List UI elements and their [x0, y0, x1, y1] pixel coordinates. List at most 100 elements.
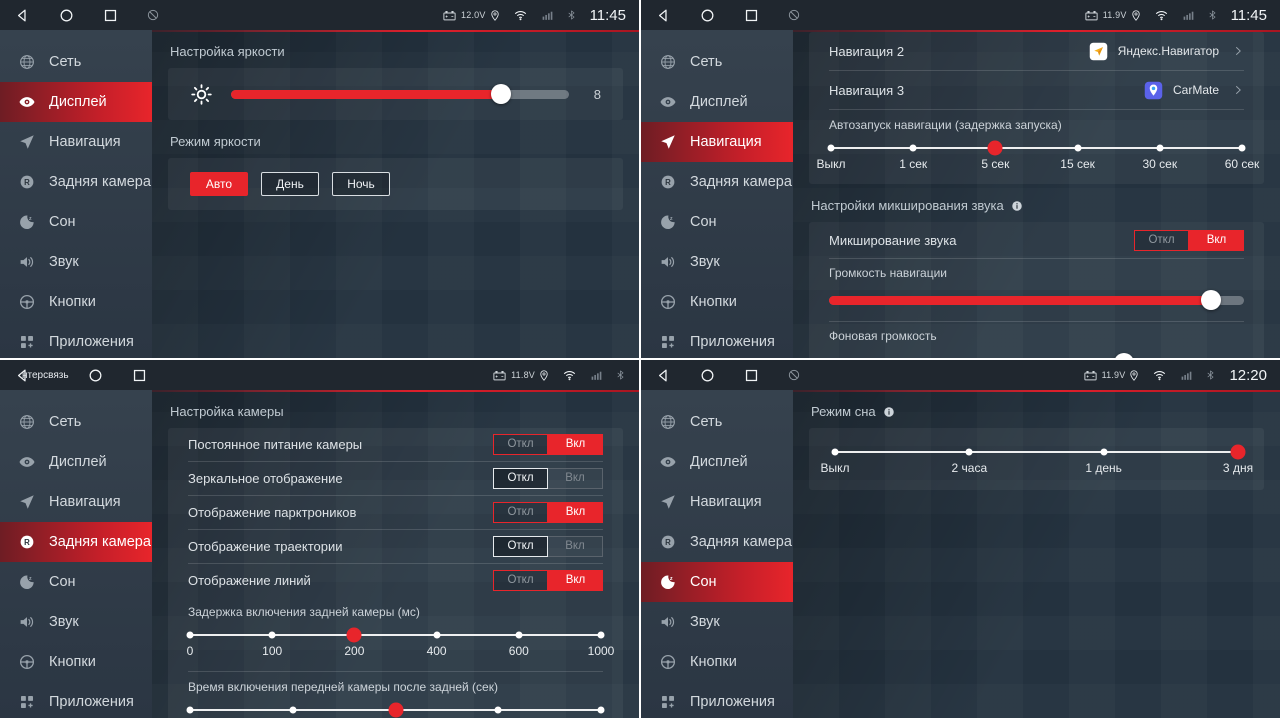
autostart-delay-slider[interactable]: Выкл 1 сек 5 сек 15 сек 30 сек 60 сек — [809, 134, 1264, 184]
camera-delay-slider[interactable]: 0 100 200 400 600 1000 — [168, 621, 623, 671]
recents-button[interactable] — [743, 7, 760, 24]
sidebar-item-rear-camera[interactable]: Задняя камера — [641, 162, 793, 202]
slider-stop[interactable] — [433, 631, 441, 639]
sidebar-item-apps[interactable]: Приложения — [0, 682, 152, 718]
home-button[interactable] — [87, 367, 104, 384]
sidebar-item-display[interactable]: Дисплей — [0, 82, 152, 122]
slider-stop[interactable] — [268, 631, 276, 639]
slider-stop[interactable] — [827, 144, 835, 152]
slider-stop[interactable] — [597, 706, 605, 714]
sidebar-item-label: Задняя камера — [690, 534, 792, 550]
slider-stop[interactable] — [289, 706, 297, 714]
recents-button[interactable] — [743, 367, 760, 384]
toggle-off-label[interactable]: Откл — [1134, 229, 1189, 251]
mixing-toggle[interactable]: Откл Вкл — [1134, 229, 1244, 251]
sidebar-item-apps[interactable]: Приложения — [0, 322, 152, 358]
sleep-mode-slider[interactable]: Выкл 2 часа 1 день 3 дня — [820, 438, 1253, 488]
sidebar-item-network[interactable]: Сеть — [641, 42, 793, 82]
mode-day-button[interactable]: День — [261, 172, 319, 196]
sidebar-item-sleep[interactable]: Сон — [641, 562, 793, 602]
mode-night-button[interactable]: Ночь — [332, 172, 390, 196]
slider-stop[interactable] — [186, 706, 194, 714]
background-volume-slider[interactable] — [829, 353, 1244, 358]
parktronic-toggle[interactable]: Откл Вкл — [493, 502, 603, 523]
toggle-off-label[interactable]: Откл — [493, 536, 548, 557]
slider-stop-active[interactable] — [346, 627, 362, 643]
slider-stop[interactable] — [1074, 144, 1082, 152]
mirror-toggle[interactable]: Откл Вкл — [493, 468, 603, 489]
slider-stop-active[interactable] — [388, 702, 403, 718]
toggle-on-label[interactable]: Вкл — [548, 502, 603, 523]
sidebar-item-sound[interactable]: Звук — [0, 602, 152, 642]
sidebar-item-sound[interactable]: Звук — [0, 242, 152, 282]
sidebar-item-rear-camera[interactable]: Задняя камера — [0, 522, 152, 562]
recents-button[interactable] — [102, 7, 119, 24]
toggle-on-label[interactable]: Вкл — [548, 468, 603, 489]
info-icon[interactable] — [1011, 200, 1023, 212]
camera-power-toggle[interactable]: Откл Вкл — [493, 434, 603, 455]
info-icon[interactable] — [883, 406, 895, 418]
back-button[interactable] — [655, 367, 672, 384]
back-button[interactable] — [655, 7, 672, 24]
sidebar-item-display[interactable]: Дисплей — [641, 82, 793, 122]
sidebar-item-navigation[interactable]: Навигация — [0, 122, 152, 162]
sidebar-item-buttons[interactable]: Кнопки — [0, 642, 152, 682]
toggle-off-label[interactable]: Откл — [493, 434, 548, 455]
slider-thumb[interactable] — [1200, 290, 1221, 310]
slider-stop[interactable] — [965, 448, 973, 456]
sidebar-item-buttons[interactable]: Кнопки — [641, 282, 793, 322]
sidebar-item-display[interactable]: Дисплей — [641, 442, 793, 482]
back-button[interactable] — [14, 7, 31, 24]
navigation-volume-slider[interactable] — [829, 290, 1244, 310]
slider-stop[interactable] — [1238, 144, 1246, 152]
slider-stop[interactable] — [597, 631, 605, 639]
sidebar-item-sleep[interactable]: Сон — [641, 202, 793, 242]
navigation3-row[interactable]: Навигация 3 CarMate — [809, 71, 1264, 109]
sidebar-item-sound[interactable]: Звук — [641, 242, 793, 282]
slider-stop[interactable] — [831, 448, 839, 456]
sidebar-item-sleep[interactable]: Сон — [0, 202, 152, 242]
slider-stop[interactable] — [515, 631, 523, 639]
recents-button[interactable] — [131, 367, 148, 384]
sidebar-item-sleep[interactable]: Сон — [0, 562, 152, 602]
toggle-on-label[interactable]: Вкл — [1189, 229, 1244, 251]
home-button[interactable] — [58, 7, 75, 24]
slider-thumb[interactable] — [1113, 353, 1134, 358]
sidebar-item-rear-camera[interactable]: Задняя камера — [0, 162, 152, 202]
sidebar-item-network[interactable]: Сеть — [0, 402, 152, 442]
slider-thumb[interactable] — [491, 84, 512, 104]
sidebar-item-apps[interactable]: Приложения — [641, 682, 793, 718]
slider-stop-active[interactable] — [1230, 444, 1246, 460]
slider-stop[interactable] — [494, 706, 502, 714]
sidebar-item-navigation[interactable]: Навигация — [641, 482, 793, 522]
toggle-on-label[interactable]: Вкл — [548, 570, 603, 591]
sidebar-item-navigation[interactable]: Навигация — [0, 482, 152, 522]
sidebar-item-network[interactable]: Сеть — [0, 42, 152, 82]
lines-toggle[interactable]: Откл Вкл — [493, 570, 603, 591]
toggle-on-label[interactable]: Вкл — [548, 536, 603, 557]
sidebar-item-apps[interactable]: Приложения — [641, 322, 793, 358]
slider-stop[interactable] — [1100, 448, 1108, 456]
sidebar-item-network[interactable]: Сеть — [641, 402, 793, 442]
mode-auto-button[interactable]: Авто — [190, 172, 248, 196]
front-camera-time-slider[interactable]: Выкл10152060 — [168, 696, 623, 718]
slider-stop[interactable] — [1156, 144, 1164, 152]
toggle-off-label[interactable]: Откл — [493, 570, 548, 591]
sidebar-item-display[interactable]: Дисплей — [0, 442, 152, 482]
toggle-on-label[interactable]: Вкл — [548, 434, 603, 455]
brightness-slider[interactable] — [231, 84, 569, 104]
toggle-off-label[interactable]: Откл — [493, 502, 548, 523]
navigation2-row[interactable]: Навигация 2 Яндекс.Навигатор — [809, 32, 1264, 70]
toggle-off-label[interactable]: Откл — [493, 468, 548, 489]
sidebar-item-buttons[interactable]: Кнопки — [641, 642, 793, 682]
slider-stop-active[interactable] — [987, 140, 1003, 156]
sidebar-item-navigation[interactable]: Навигация — [641, 122, 793, 162]
home-button[interactable] — [699, 7, 716, 24]
sidebar-item-sound[interactable]: Звук — [641, 602, 793, 642]
sidebar-item-buttons[interactable]: Кнопки — [0, 282, 152, 322]
slider-stop[interactable] — [186, 631, 194, 639]
trajectory-toggle[interactable]: Откл Вкл — [493, 536, 603, 557]
home-button[interactable] — [699, 367, 716, 384]
sidebar-item-rear-camera[interactable]: Задняя камера — [641, 522, 793, 562]
slider-stop[interactable] — [909, 144, 917, 152]
